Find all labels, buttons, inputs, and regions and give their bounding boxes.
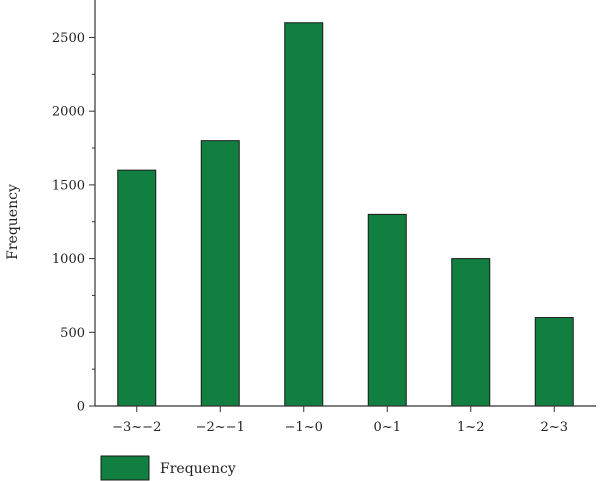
bar xyxy=(534,317,574,407)
bars-group xyxy=(117,22,574,407)
y-axis-title: Frequency xyxy=(5,184,21,260)
legend: Frequency xyxy=(100,455,236,481)
x-tick-label: 2~3 xyxy=(541,420,568,435)
x-tick-label: 0~1 xyxy=(374,420,401,435)
y-tick-label: 500 xyxy=(60,326,85,341)
bar xyxy=(117,169,157,407)
axes-group xyxy=(94,0,596,407)
x-tick-label: −2~−1 xyxy=(196,420,245,435)
y-tick-label: 2500 xyxy=(52,31,85,46)
bar xyxy=(367,213,407,407)
legend-swatch xyxy=(100,455,150,481)
x-ticks-group: −3~−2 −2~−1 −1~0 0~1 1~2 2~3 xyxy=(112,406,568,435)
y-tick-label: 1000 xyxy=(52,252,85,267)
y-tick-label: 1500 xyxy=(52,178,85,193)
bar xyxy=(284,22,324,407)
bar xyxy=(451,258,491,407)
x-tick-label: 1~2 xyxy=(457,420,484,435)
y-ticks-group: 0 500 1000 1500 2000 2500 xyxy=(52,31,95,415)
y-tick-label: 2000 xyxy=(52,105,85,120)
bar xyxy=(200,140,240,407)
legend-label: Frequency xyxy=(160,461,236,477)
x-tick-label: −3~−2 xyxy=(112,420,161,435)
x-tick-label: −1~0 xyxy=(285,420,323,435)
y-tick-label: 0 xyxy=(77,400,85,415)
